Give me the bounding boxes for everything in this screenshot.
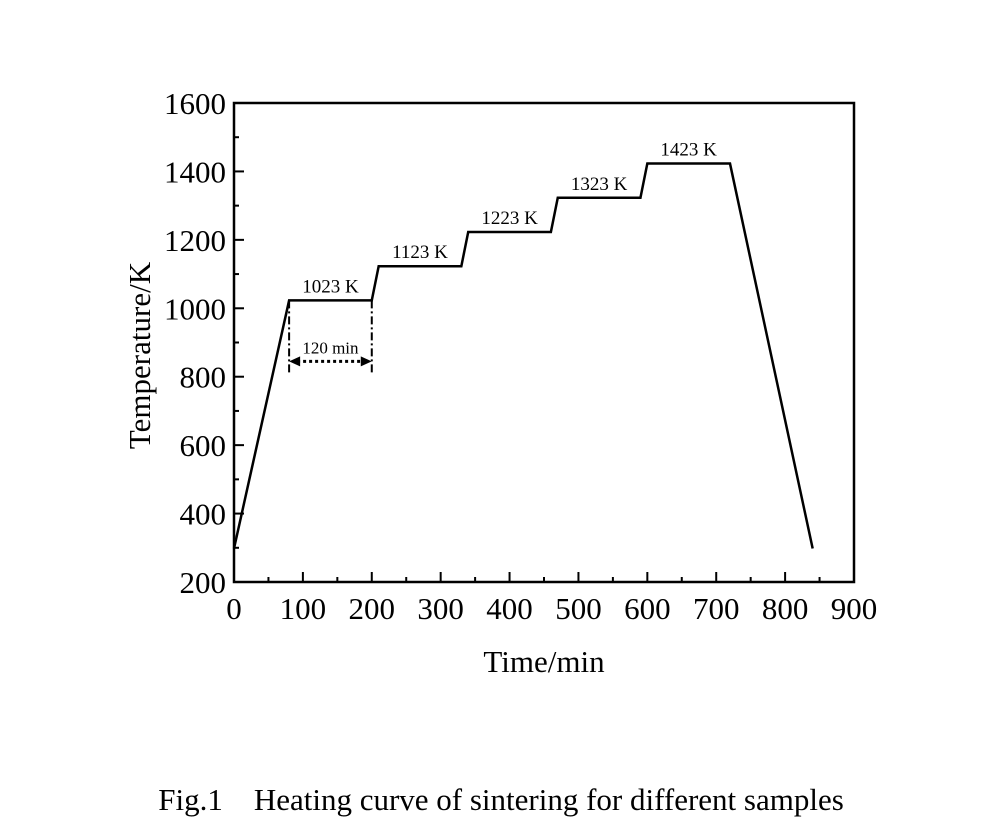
axis-ticks: 0 100 200 300 400 500 600 700 800 900 200 400 600 800… [164,86,877,626]
x-tick-label: 600 [624,591,671,626]
x-tick-label: 800 [762,591,809,626]
duration-arrow-left-head [289,356,301,367]
y-tick-label: 800 [180,360,227,395]
y-tick-label: 1200 [164,223,226,258]
x-tick-label: 100 [280,591,327,626]
stage-label: 1223 K [481,208,538,229]
stage-label: 1323 K [571,174,628,195]
y-tick-label: 1000 [164,291,226,326]
series-line [232,162,814,549]
y-tick-label: 1400 [164,154,226,189]
x-tick-label: 300 [417,591,464,626]
y-tick-label: 200 [180,565,227,600]
x-axis-label: Time/min [483,644,605,679]
x-tick-label: 700 [693,591,740,626]
x-tick-label: 900 [831,591,878,626]
stage-label: 1423 K [660,140,717,161]
y-tick-label: 600 [180,428,227,463]
duration-arrow-right-head [360,356,372,367]
x-tick-label: 500 [555,591,602,626]
stage-label: 1023 K [302,276,359,297]
duration-label: 120 min [302,338,359,357]
y-tick-label: 1600 [164,86,226,121]
x-tick-label: 400 [486,591,533,626]
y-tick-label: 400 [180,497,227,532]
plot-frame [232,101,856,584]
figure-caption: Fig.1 Heating curve of sintering for dif… [158,782,844,817]
y-axis-label: Temperature/K [122,261,157,449]
stage-label: 1123 K [392,242,448,263]
x-tick-label: 200 [349,591,396,626]
heating-curve-series [232,162,814,549]
x-tick-label: 0 [226,591,242,626]
stage-annotations: 1023 K 1123 K 1223 K 1323 K 1423 K 120 min [288,140,717,374]
